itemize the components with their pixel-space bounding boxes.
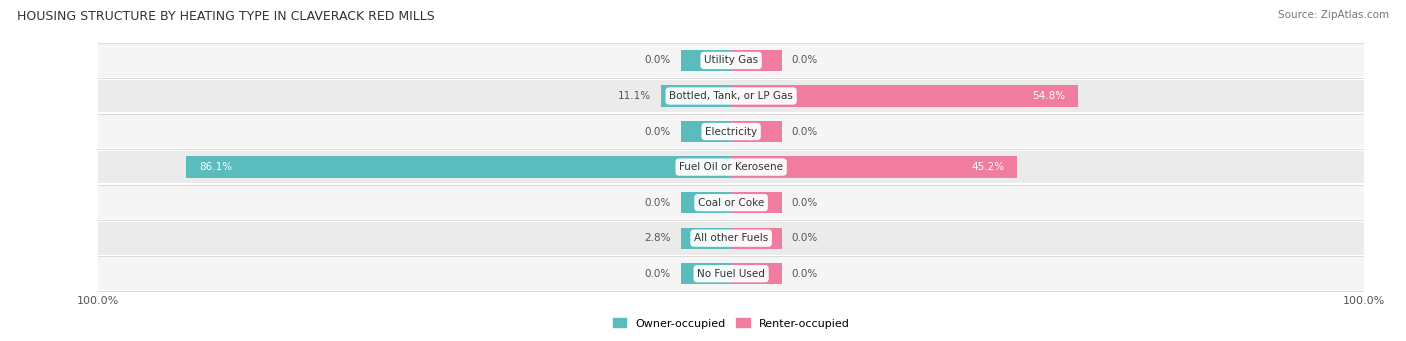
- Legend: Owner-occupied, Renter-occupied: Owner-occupied, Renter-occupied: [609, 314, 853, 333]
- Text: 45.2%: 45.2%: [972, 162, 1004, 172]
- Text: 0.0%: 0.0%: [645, 198, 671, 208]
- Bar: [98, 115, 1364, 148]
- Text: 54.8%: 54.8%: [1032, 91, 1066, 101]
- Bar: [731, 263, 782, 284]
- Text: Electricity: Electricity: [704, 127, 758, 136]
- Text: 2.8%: 2.8%: [644, 233, 671, 243]
- Text: 0.0%: 0.0%: [792, 269, 817, 279]
- Bar: [681, 192, 731, 213]
- Bar: [731, 121, 782, 142]
- Bar: [98, 44, 1364, 77]
- Bar: [98, 222, 1364, 254]
- Text: 86.1%: 86.1%: [200, 162, 232, 172]
- Bar: [187, 157, 731, 178]
- Text: 0.0%: 0.0%: [792, 127, 817, 136]
- Text: 11.1%: 11.1%: [619, 91, 651, 101]
- Text: All other Fuels: All other Fuels: [695, 233, 768, 243]
- Text: 0.0%: 0.0%: [645, 269, 671, 279]
- Text: Fuel Oil or Kerosene: Fuel Oil or Kerosene: [679, 162, 783, 172]
- Text: 0.0%: 0.0%: [645, 56, 671, 65]
- Bar: [661, 85, 731, 107]
- Bar: [681, 227, 731, 249]
- Text: No Fuel Used: No Fuel Used: [697, 269, 765, 279]
- Text: 0.0%: 0.0%: [792, 56, 817, 65]
- Bar: [98, 186, 1364, 219]
- Text: Utility Gas: Utility Gas: [704, 56, 758, 65]
- Text: Source: ZipAtlas.com: Source: ZipAtlas.com: [1278, 10, 1389, 20]
- Text: Coal or Coke: Coal or Coke: [697, 198, 765, 208]
- Text: 0.0%: 0.0%: [792, 233, 817, 243]
- Bar: [681, 121, 731, 142]
- Bar: [98, 151, 1364, 183]
- Text: Bottled, Tank, or LP Gas: Bottled, Tank, or LP Gas: [669, 91, 793, 101]
- Bar: [731, 192, 782, 213]
- Bar: [731, 85, 1078, 107]
- Text: 0.0%: 0.0%: [792, 198, 817, 208]
- Bar: [731, 227, 782, 249]
- Bar: [98, 80, 1364, 112]
- Bar: [681, 263, 731, 284]
- Bar: [731, 157, 1017, 178]
- Text: HOUSING STRUCTURE BY HEATING TYPE IN CLAVERACK RED MILLS: HOUSING STRUCTURE BY HEATING TYPE IN CLA…: [17, 10, 434, 23]
- Bar: [681, 50, 731, 71]
- Bar: [731, 50, 782, 71]
- Bar: [98, 257, 1364, 290]
- Text: 0.0%: 0.0%: [645, 127, 671, 136]
